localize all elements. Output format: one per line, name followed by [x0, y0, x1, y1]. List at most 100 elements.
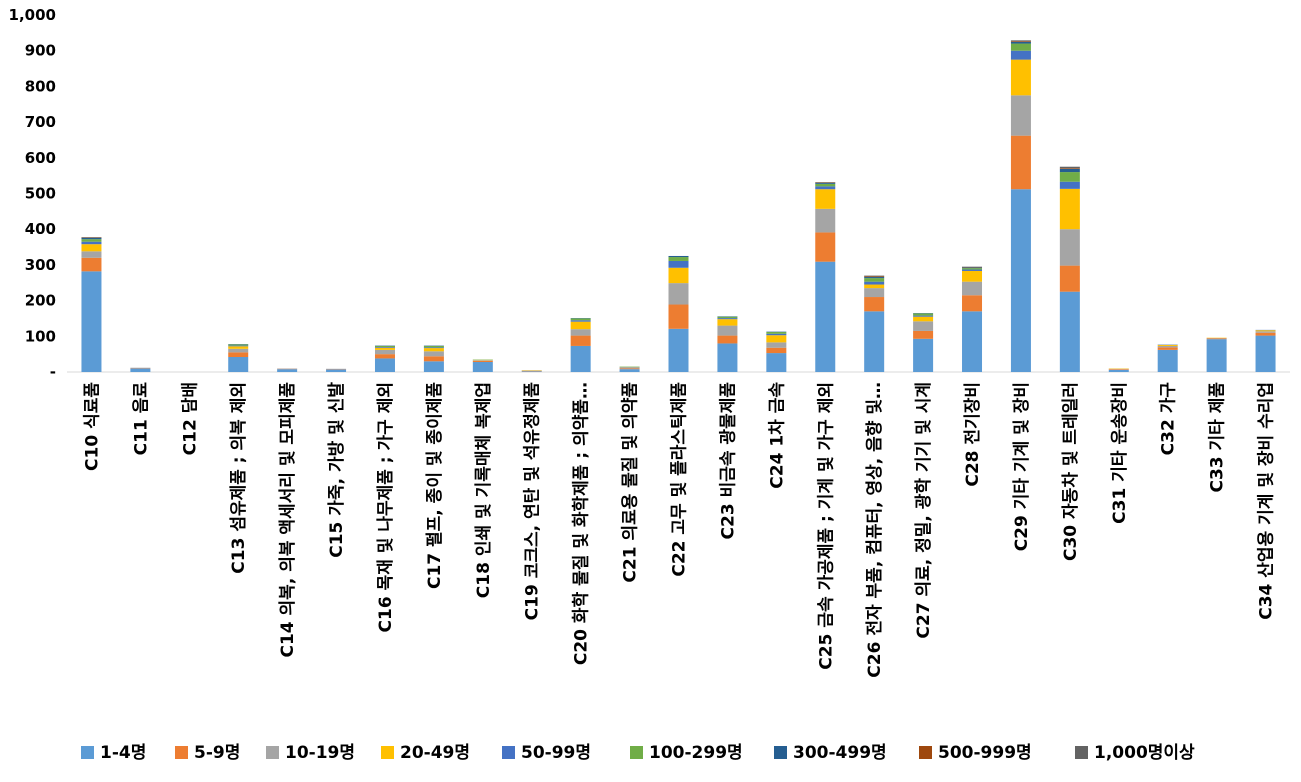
y-tick-label: 700 — [25, 113, 56, 131]
bar-segment — [423, 361, 444, 372]
y-tick-label: 1,000 — [9, 6, 56, 24]
bar-segment — [1255, 332, 1276, 336]
x-tick-label: C29 기타 기계 및 장비 — [1012, 382, 1032, 551]
x-tick-label: C12 담배 — [180, 382, 200, 455]
bar-segment — [228, 357, 249, 372]
bar-segment — [717, 319, 738, 326]
bar-segment — [619, 369, 640, 372]
bar-segment — [864, 276, 885, 278]
bar-segment — [228, 344, 249, 346]
legend-swatch — [774, 746, 787, 759]
bar-segment — [570, 329, 591, 336]
x-tick-label: C28 전기장비 — [963, 382, 983, 487]
bar-segment — [913, 316, 934, 322]
legend-label: 500-999명 — [938, 743, 1032, 763]
bar-stack — [277, 368, 298, 372]
bar-segment — [815, 189, 836, 209]
x-tick-label: C14 의복, 의복 액세서리 및 모피제품 — [278, 382, 298, 658]
x-tick-label: C16 목재 및 나무제품 ; 가구 제외 — [376, 382, 396, 632]
bar-segment — [668, 260, 689, 268]
bar-segment — [1108, 369, 1129, 372]
bar-segment — [815, 261, 836, 372]
x-tick-label: C21 의료용 물질 및 의약품 — [620, 382, 641, 583]
bar-segment — [1108, 369, 1129, 370]
bar-segment — [277, 369, 298, 372]
bar-segment — [1157, 345, 1178, 348]
bar-stack — [423, 345, 444, 372]
bar-segment — [1010, 59, 1031, 96]
legend-item: 10-19명 — [266, 743, 355, 763]
bar-segment — [1255, 330, 1276, 332]
y-tick-label: 100 — [25, 327, 56, 345]
y-axis: - 100 200 300 400 500 600 700 800 900 1,000 — [9, 6, 56, 381]
bar-segment — [864, 284, 885, 289]
x-tick-label: C19 코크스, 연탄 및 석유정제품 — [523, 382, 543, 621]
bar-segment — [864, 278, 885, 282]
bar-segment — [521, 371, 542, 372]
y-tick-label: 200 — [25, 292, 56, 310]
bar-stack — [228, 344, 249, 372]
bar-segment — [815, 186, 836, 190]
bar-segment — [864, 311, 885, 372]
bar-segment — [81, 237, 102, 240]
bar-segment — [962, 311, 983, 372]
bar-segment — [766, 347, 787, 354]
bar-segment — [1206, 338, 1227, 340]
legend-label: 1,000명이상 — [1094, 743, 1195, 763]
legend-label: 50-99명 — [521, 743, 591, 763]
x-tick-label: C11 음료 — [131, 382, 151, 456]
bar-segment — [1010, 40, 1031, 42]
legend-item: 100-299명 — [630, 743, 743, 763]
bar-segment — [1157, 344, 1178, 346]
bar-stack — [326, 368, 347, 372]
bar-stack — [913, 313, 934, 372]
bar-segment — [766, 342, 787, 348]
bar-stack — [668, 255, 689, 372]
bar-segment — [717, 343, 738, 372]
bar-segment — [570, 335, 591, 346]
bar-segment — [374, 345, 395, 348]
bar-segment — [1010, 41, 1031, 44]
bar-segment — [1010, 95, 1031, 136]
bar-segment — [962, 269, 983, 271]
y-tick-label: 600 — [25, 149, 56, 167]
x-tick-label: C22 고무 및 플라스틱제품 — [670, 382, 690, 577]
bar-segment — [717, 325, 738, 336]
bar-stack — [815, 182, 836, 372]
x-tick-label: C32 가구 — [1159, 382, 1179, 456]
bar-stacks — [81, 40, 1276, 372]
legend-swatch — [81, 746, 94, 759]
x-tick-label: C30 자동차 및 트레일러 — [1061, 382, 1081, 561]
legend-swatch — [919, 746, 932, 759]
bar-segment — [81, 241, 102, 245]
bar-segment — [1255, 331, 1276, 333]
bar-segment — [962, 270, 983, 282]
y-tick-label: 400 — [25, 220, 56, 238]
bar-segment — [1206, 339, 1227, 372]
bar-segment — [1010, 41, 1031, 42]
bar-segment — [228, 348, 249, 353]
bar-segment — [815, 208, 836, 233]
y-tick-label: 900 — [25, 42, 56, 60]
bar-segment — [228, 345, 249, 347]
x-tick-label: C25 금속 가공제품 ; 기계 및 가구 제외 — [816, 382, 836, 670]
bar-stack — [962, 266, 983, 372]
legend-swatch — [266, 746, 279, 759]
bar-segment — [423, 356, 444, 362]
bar-stack — [130, 367, 151, 372]
bar-segment — [423, 348, 444, 352]
bar-segment — [962, 267, 983, 269]
x-tick-label: C10 식료품 — [82, 382, 102, 471]
bar-segment — [472, 360, 493, 361]
x-tick-label: C34 산업용 기계 및 장비 수리업 — [1257, 382, 1277, 620]
bar-segment — [374, 349, 395, 355]
bar-segment — [81, 257, 102, 272]
bar-segment — [423, 347, 444, 349]
bar-segment — [864, 288, 885, 298]
bar-segment — [374, 347, 395, 348]
bar-segment — [913, 313, 934, 316]
x-tick-label: C26 전자 부품, 컴퓨터, 영상, 음향 및… — [864, 382, 885, 678]
legend-label: 1-4명 — [100, 743, 146, 763]
x-tick-label: C17 펄프, 종이 및 종이제품 — [425, 382, 445, 589]
